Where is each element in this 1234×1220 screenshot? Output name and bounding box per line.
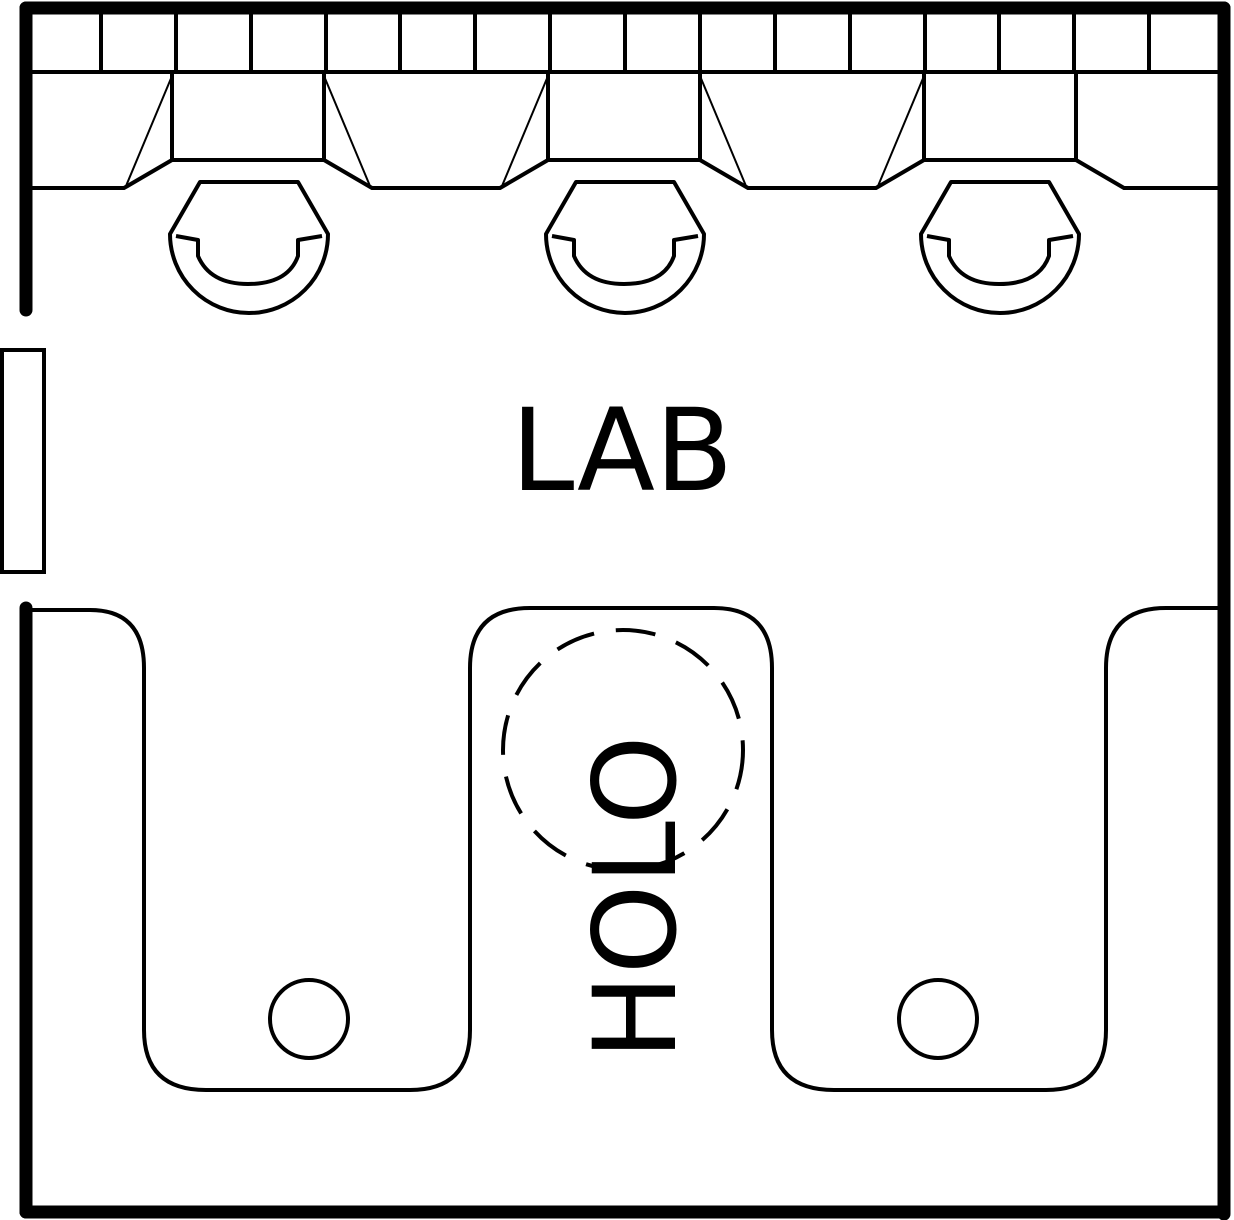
door-opening[interactable] xyxy=(0,348,46,574)
counter-edge xyxy=(30,158,1220,190)
workstations xyxy=(168,180,1081,315)
room-label: LAB xyxy=(511,384,733,517)
shelf-dividers xyxy=(99,12,1151,72)
outer-walls xyxy=(19,1,1231,1220)
counter-hatch xyxy=(125,75,925,187)
holo-label: HOLO xyxy=(569,735,702,1060)
chair-middle[interactable] xyxy=(544,180,706,315)
hatch-2 xyxy=(323,75,371,187)
stool-left[interactable] xyxy=(268,978,350,1060)
stool-right[interactable] xyxy=(897,978,979,1060)
counter-outline xyxy=(30,72,1220,190)
hatch-1 xyxy=(125,75,173,187)
hatch-5 xyxy=(877,75,925,187)
hatch-4 xyxy=(699,75,747,187)
holo-projection-zone xyxy=(501,628,745,872)
hatch-3 xyxy=(501,75,549,187)
lower-bench-outline xyxy=(30,606,1220,1092)
chair-left[interactable] xyxy=(168,180,330,315)
wall-shelf xyxy=(28,12,1220,74)
chair-right[interactable] xyxy=(919,180,1081,315)
